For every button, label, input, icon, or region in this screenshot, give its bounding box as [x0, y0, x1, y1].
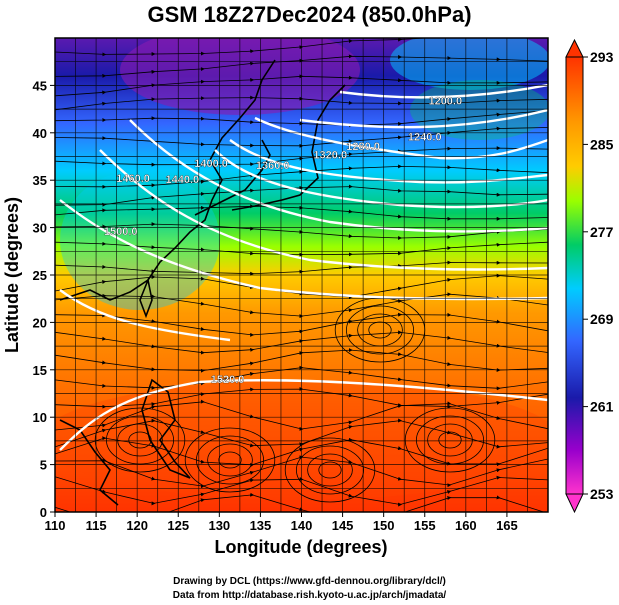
china-cool-shading	[60, 170, 220, 310]
streamline-eddy	[184, 427, 276, 493]
colorbar-lower-arrow	[565, 493, 584, 514]
contour-1200	[339, 83, 548, 99]
contour-label: 1200.0	[428, 95, 462, 107]
contour-1320	[229, 139, 548, 184]
streamline-eddy	[218, 451, 242, 469]
streamline-eddy	[106, 415, 174, 465]
x-tick-label: 155	[414, 518, 436, 533]
credit-line-dcl: Drawing by DCL (https://www.gfd-dennou.o…	[173, 576, 446, 587]
contour-label: 1520.0	[211, 374, 245, 386]
contour-label: 1400.0	[194, 158, 228, 170]
colorbar-tick-label: 253	[590, 486, 614, 502]
streamline-eddy	[345, 305, 414, 355]
x-tick-label: 145	[332, 518, 354, 533]
streamline-eddy	[438, 431, 462, 449]
x-tick-label: 115	[86, 518, 107, 533]
y-tick-label: 25	[33, 268, 47, 283]
streamline-eddy	[284, 437, 376, 503]
y-tick-label: 0	[40, 505, 47, 520]
y-axis-ticks: 0 5 10 15 20 25 30 35 40 45	[33, 78, 55, 520]
streamline-eddy	[318, 461, 342, 479]
x-tick-label: 165	[496, 518, 518, 533]
colorbar-tick-label: 285	[590, 136, 614, 152]
colorbar-tick-label: 293	[590, 49, 614, 65]
colorbar-bar	[565, 56, 584, 495]
contour-1400	[129, 119, 548, 233]
x-tick-label: 140	[291, 518, 313, 533]
y-tick-label: 35	[33, 173, 47, 188]
contour-label: 1440.0	[166, 174, 200, 186]
contour-1440	[99, 149, 548, 271]
y-tick-label: 15	[33, 363, 47, 378]
streamline-eddy	[117, 423, 163, 457]
streamline-eddy	[415, 415, 484, 465]
x-tick-label: 120	[126, 518, 148, 533]
contour-label: 1360.0	[256, 160, 290, 172]
x-tick-label: 110	[45, 518, 66, 533]
streamline-eddy	[94, 407, 186, 473]
contour-1520	[59, 379, 548, 451]
y-tick-label: 30	[33, 221, 47, 236]
contour-label: 1500.0	[104, 226, 138, 238]
temperature-field	[55, 38, 548, 512]
colorbar-ticks: 293 285 277 269 261 253	[583, 49, 614, 502]
contour-label: 1320.0	[313, 149, 347, 161]
y-tick-label: 20	[33, 315, 47, 330]
streamline-eddy	[295, 445, 364, 495]
contour-1360	[214, 149, 548, 209]
y-tick-label: 10	[33, 410, 47, 425]
streamline-eddy	[128, 431, 152, 449]
streamline-eddy	[404, 407, 496, 473]
streamline-eddy	[195, 435, 264, 485]
contour-label: 1280.0	[346, 141, 380, 153]
x-tick-label: 130	[208, 518, 230, 533]
credit-line-data: Data from http://database.rish.kyoto-u.a…	[172, 590, 447, 601]
contour-label: 1460.0	[116, 173, 150, 185]
x-tick-label: 125	[167, 518, 189, 533]
x-axis-ticks: 110 115 120 125 130 135 140 145 150 155 160 165	[45, 512, 518, 533]
indochina-coast	[59, 419, 119, 506]
x-tick-label: 135	[250, 518, 272, 533]
colorbar-tick-label: 277	[590, 224, 614, 240]
streamline-eddy	[307, 453, 353, 487]
contour-label: 1240.0	[408, 131, 442, 143]
contour-1280	[254, 116, 548, 160]
y-tick-label: 40	[33, 126, 47, 141]
colorbar-tick-label: 269	[590, 311, 614, 327]
figure-title: GSM 18Z27Dec2024 (850.0hPa)	[147, 2, 472, 27]
taiwan-coast	[139, 277, 153, 319]
streamline-eddy	[427, 423, 473, 457]
contour-1240	[299, 108, 548, 129]
x-tick-label: 150	[373, 518, 395, 533]
y-tick-label: 45	[33, 78, 47, 93]
x-tick-label: 160	[455, 518, 477, 533]
y-axis-label: Latitude (degrees)	[2, 197, 22, 353]
philippines-coast	[141, 378, 191, 479]
streamline-eddy	[368, 321, 392, 339]
lat-lon-grid	[55, 38, 548, 512]
colorbar: 293 285 277 269 261 253	[565, 38, 614, 514]
x-axis-label: Longitude (degrees)	[214, 537, 387, 557]
colorbar-upper-arrow	[565, 38, 584, 58]
y-tick-label: 5	[40, 458, 47, 473]
colorbar-tick-label: 261	[590, 399, 614, 415]
streamline-eddy	[207, 443, 253, 477]
china-coast	[59, 59, 276, 301]
